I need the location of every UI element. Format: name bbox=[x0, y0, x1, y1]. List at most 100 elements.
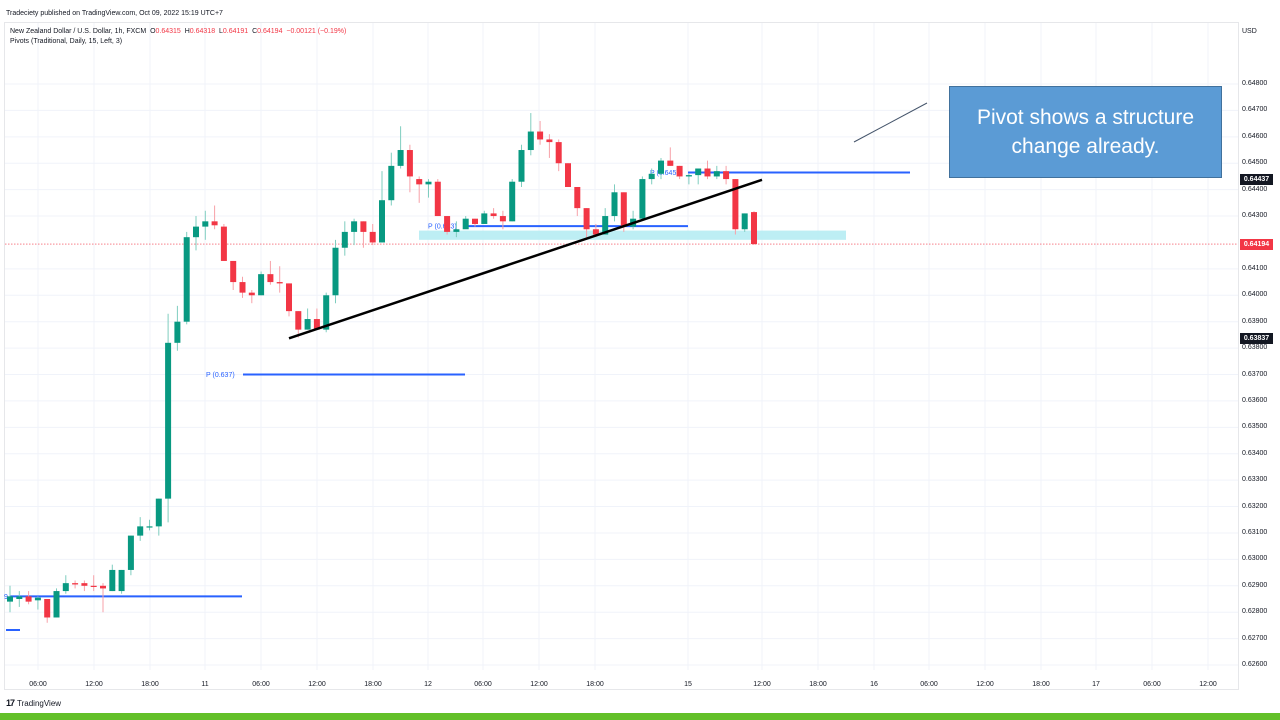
price-tick-label: 0.64000 bbox=[1242, 291, 1268, 299]
candle-body bbox=[127, 535, 134, 570]
candle-body bbox=[499, 216, 506, 222]
price-tick-label: 0.63300 bbox=[1242, 476, 1268, 484]
candle-body bbox=[369, 231, 376, 243]
candle-body bbox=[62, 583, 69, 592]
callout-connector bbox=[853, 102, 928, 143]
price-tick-label: 0.64800 bbox=[1242, 80, 1268, 87]
time-tick-label: 12 bbox=[424, 681, 432, 688]
close-value: 0.64194 bbox=[257, 28, 283, 35]
candle-body bbox=[695, 168, 702, 176]
candle-body bbox=[472, 218, 478, 224]
candle-body bbox=[16, 596, 23, 599]
publisher-line: Tradeciety published on TradingView.com,… bbox=[6, 10, 223, 17]
candle-body bbox=[667, 160, 674, 166]
price-tick-label: 0.64400 bbox=[1242, 185, 1268, 193]
candle-body bbox=[388, 165, 395, 201]
time-tick-label: 18:00 bbox=[1032, 681, 1050, 688]
candle-body bbox=[174, 321, 181, 343]
candle-body bbox=[537, 131, 544, 140]
candle-body bbox=[574, 186, 581, 209]
candle-body bbox=[248, 292, 255, 296]
annotation-callout[interactable]: Pivot shows a structure change already. bbox=[949, 86, 1222, 178]
candle-body bbox=[379, 200, 385, 243]
candle-body bbox=[109, 569, 116, 592]
time-tick-label: 12:00 bbox=[976, 681, 994, 688]
price-tick-label: 0.64100 bbox=[1242, 264, 1268, 272]
tradingview-logo[interactable]: 17 TradingView bbox=[6, 698, 62, 708]
time-tick-label: 11 bbox=[201, 681, 209, 688]
candle-body bbox=[527, 131, 534, 151]
candle-body bbox=[704, 168, 711, 177]
time-tick-label: 06:00 bbox=[1143, 681, 1161, 688]
candle-body bbox=[360, 221, 367, 232]
candle-body bbox=[397, 150, 404, 166]
candle-body bbox=[25, 596, 32, 602]
time-tick-label: 17 bbox=[1092, 681, 1100, 688]
candle-body bbox=[425, 181, 432, 185]
time-tick-label: 15 bbox=[684, 681, 692, 688]
candle-body bbox=[602, 216, 609, 235]
candle-body bbox=[100, 585, 106, 589]
candle-body bbox=[444, 216, 451, 232]
time-tick-label: 18:00 bbox=[141, 681, 159, 688]
currency-label: USD bbox=[1242, 28, 1257, 35]
price-tick-label: 0.63400 bbox=[1242, 449, 1268, 457]
time-tick-label: 18:00 bbox=[586, 681, 604, 688]
tradingview-mark-icon: 17 bbox=[6, 698, 15, 708]
price-tick-label: 0.63000 bbox=[1242, 555, 1268, 563]
price-tick-label: 0.63200 bbox=[1242, 502, 1268, 510]
time-tick-label: 12:00 bbox=[1199, 681, 1217, 688]
candle-body bbox=[202, 221, 209, 227]
price-tick-label: 0.64300 bbox=[1242, 212, 1268, 220]
time-tick-label: 06:00 bbox=[920, 681, 938, 688]
symbol-ohlc-line: New Zealand Dollar / U.S. Dollar, 1h, FX… bbox=[10, 28, 347, 35]
candle-body bbox=[341, 231, 348, 248]
time-tick-label: 06:00 bbox=[29, 681, 47, 688]
price-tick-label: 0.62800 bbox=[1242, 608, 1268, 616]
candle-body bbox=[611, 192, 618, 217]
price-tag: 0.63837 bbox=[1240, 332, 1273, 344]
time-tick-label: 18:00 bbox=[364, 681, 382, 688]
candle-body bbox=[490, 213, 497, 217]
time-tick-label: 12:00 bbox=[530, 681, 548, 688]
price-tick-label: 0.63100 bbox=[1242, 528, 1268, 536]
time-tick-label: 18:00 bbox=[809, 681, 827, 688]
price-tag: 0.64194 bbox=[1240, 238, 1273, 250]
low-value: 0.64191 bbox=[222, 28, 249, 35]
footer-bar bbox=[0, 713, 1280, 720]
candle-body bbox=[592, 229, 599, 235]
price-tag: 0.64437 bbox=[1240, 174, 1273, 186]
candle-body bbox=[676, 165, 683, 177]
change-value: −0.00121 (−0.19%) bbox=[286, 28, 347, 35]
candle-body bbox=[165, 342, 172, 499]
price-axis[interactable]: USD 0.64800 0.64700 0.64600 0.64500 0.64400 0… bbox=[1240, 22, 1280, 690]
candle-body bbox=[44, 598, 51, 618]
candle-body bbox=[518, 150, 525, 182]
candle-body bbox=[406, 150, 413, 177]
candle-body bbox=[751, 212, 757, 245]
price-tick-label: 0.64600 bbox=[1242, 132, 1268, 140]
candle-body bbox=[434, 181, 441, 217]
candle-body bbox=[34, 597, 41, 601]
candle-body bbox=[81, 583, 88, 586]
candle-body bbox=[732, 179, 739, 230]
symbol-name[interactable]: New Zealand Dollar / U.S. Dollar, 1h, FX… bbox=[10, 28, 147, 35]
pivot-label: P (0.637) bbox=[206, 372, 235, 379]
support-zone bbox=[419, 230, 846, 240]
pivot-label: P (0.643) bbox=[428, 224, 457, 231]
time-tick-label: 06:00 bbox=[474, 681, 492, 688]
chart-legend: New Zealand Dollar / U.S. Dollar, 1h, FX… bbox=[10, 27, 346, 47]
price-tick-label: 0.63600 bbox=[1242, 396, 1268, 404]
time-tick-label: 12:00 bbox=[753, 681, 771, 688]
candle-body bbox=[546, 139, 553, 143]
candle-body bbox=[146, 526, 153, 528]
candle-body bbox=[211, 221, 218, 226]
candle-body bbox=[416, 179, 423, 185]
candle-body bbox=[620, 192, 627, 227]
candle-body bbox=[53, 591, 60, 618]
chart-frame[interactable] bbox=[4, 22, 1239, 690]
candle-body bbox=[648, 173, 655, 180]
open-value: 0.64315 bbox=[155, 28, 181, 35]
indicator-label[interactable]: Pivots (Traditional, Daily, 15, Left, 3) bbox=[10, 38, 123, 45]
